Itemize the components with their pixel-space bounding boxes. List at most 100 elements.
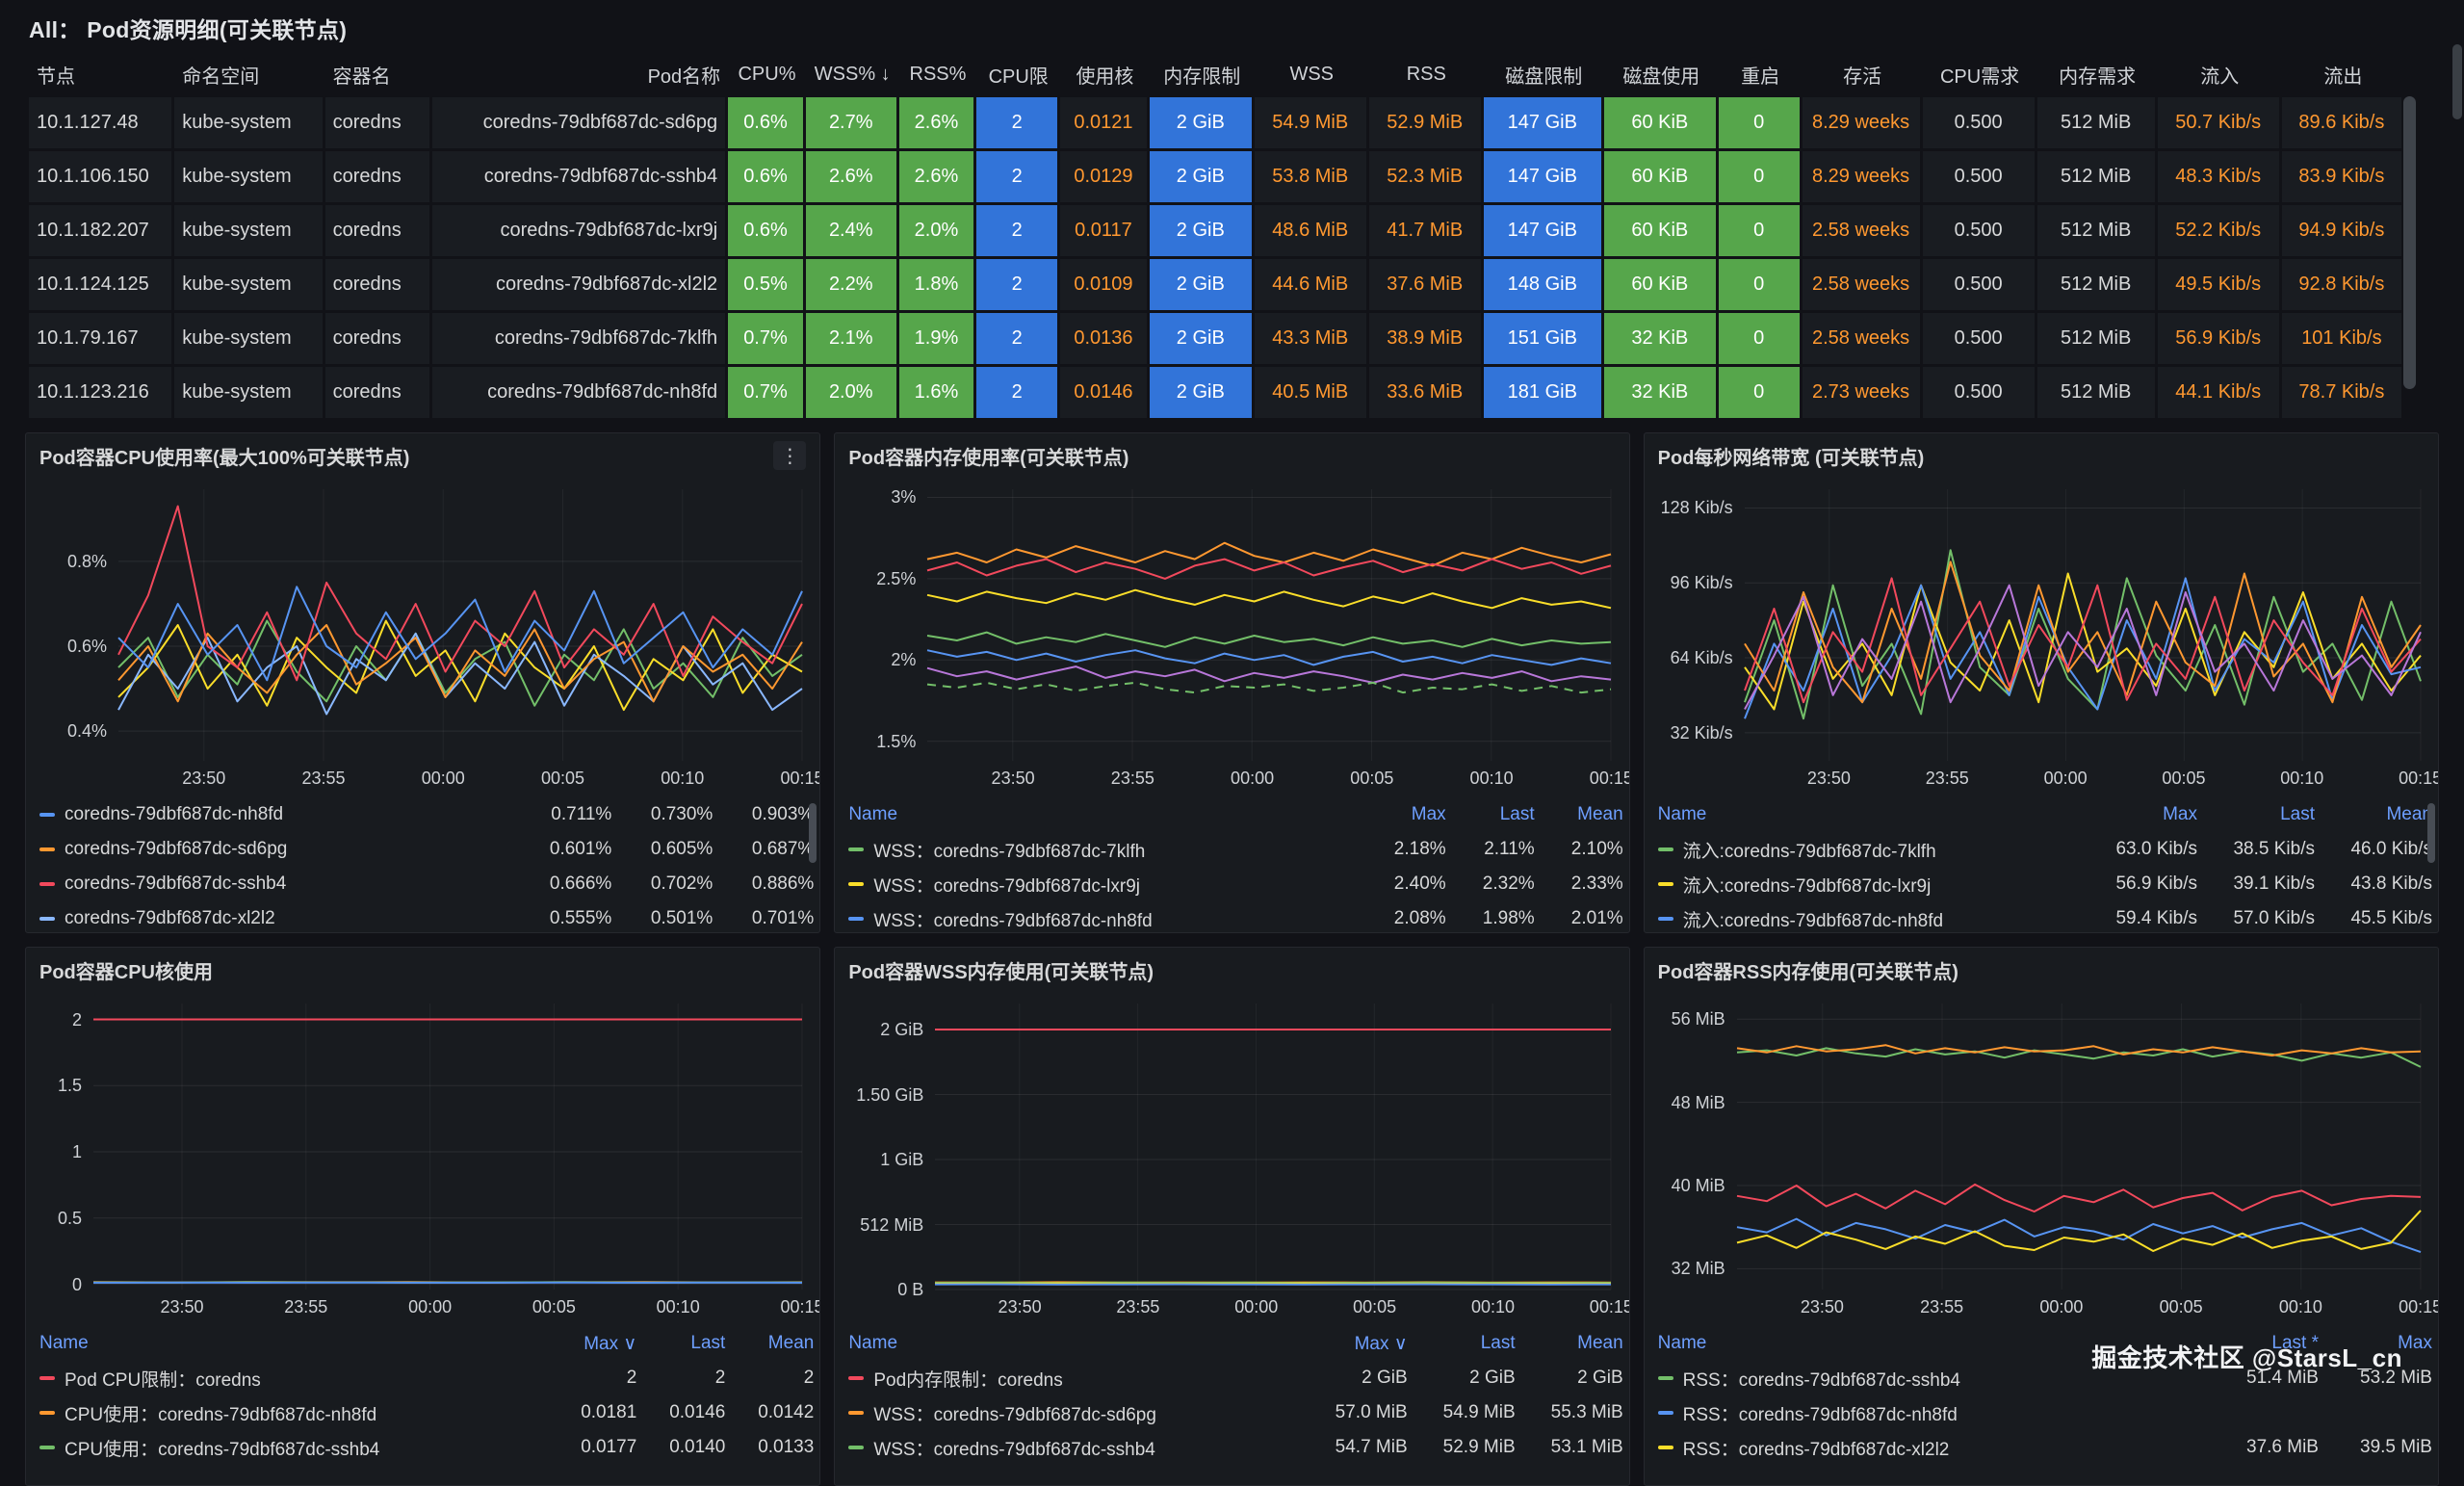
cell: coredns [325, 313, 432, 364]
cell: 0.500 [1923, 367, 2037, 418]
legend-label[interactable]: WSS：coredns-79dbf687dc-sd6pg [873, 1400, 1156, 1426]
legend-label[interactable]: coredns-79dbf687dc-nh8fd [65, 804, 283, 825]
y-axis-label: 32 Kib/s [1645, 722, 1733, 743]
cell-link[interactable]: 10.1.123.216 [29, 367, 174, 418]
legend-label[interactable]: 流入:coredns-79dbf687dc-lxr9j [1683, 872, 1932, 898]
column-header[interactable]: 磁盘使用 [1604, 55, 1719, 94]
column-header[interactable]: Pod名称 [432, 55, 729, 94]
page-scrollbar[interactable] [2452, 44, 2462, 119]
column-header[interactable]: 命名空间 [174, 55, 324, 94]
legend-header-col[interactable]: Mean [1535, 804, 1623, 825]
legend-header-col[interactable]: Max [2080, 804, 2197, 825]
legend-label[interactable]: CPU使用：coredns-79dbf687dc-sshb4 [65, 1435, 379, 1461]
cell-link[interactable]: coredns-79dbf687dc-7klfh [432, 313, 729, 364]
legend-header-name[interactable]: Name [1658, 804, 1707, 825]
column-header[interactable]: RSS [1369, 55, 1484, 94]
legend-header-name[interactable]: Name [848, 804, 897, 825]
column-header[interactable]: CPU限 [976, 55, 1060, 94]
column-header[interactable]: WSS% ↓ [806, 55, 899, 94]
legend-header-col[interactable]: Max [1358, 804, 1446, 825]
column-header[interactable]: 内存限制 [1150, 55, 1255, 94]
legend-label[interactable]: RSS：coredns-79dbf687dc-xl2l2 [1683, 1435, 1950, 1461]
legend-label[interactable]: WSS：coredns-79dbf687dc-7klfh [873, 837, 1145, 863]
cell: 147 GiB [1484, 97, 1604, 148]
column-header[interactable]: WSS [1255, 55, 1369, 94]
x-axis-label: 00:10 [661, 769, 704, 789]
legend-label[interactable]: WSS：coredns-79dbf687dc-nh8fd [873, 906, 1152, 932]
panel-title[interactable]: Pod容器CPU核使用 [39, 956, 213, 984]
column-header[interactable]: 节点 [29, 55, 174, 94]
legend-label[interactable]: WSS：coredns-79dbf687dc-lxr9j [873, 872, 1140, 898]
column-header[interactable]: 重启 [1719, 55, 1803, 94]
legend-header-col[interactable]: Last [1408, 1333, 1516, 1354]
panel-title[interactable]: Pod容器CPU使用率(最大100%可关联节点) [39, 442, 409, 470]
column-header[interactable]: 内存需求 [2037, 55, 2158, 94]
table-scrollbar[interactable] [2403, 96, 2416, 389]
legend-label[interactable]: Pod内存限制：coredns [873, 1366, 1062, 1392]
column-header[interactable]: 流入 [2158, 55, 2282, 94]
panel-title[interactable]: Pod每秒网络带宽 (可关联节点) [1658, 442, 1925, 470]
panel-title[interactable]: Pod容器内存使用率(可关联节点) [848, 442, 1128, 470]
legend-header-name[interactable]: Name [1658, 1333, 1707, 1354]
legend-header-col[interactable]: Max ∨ [548, 1333, 636, 1355]
legend-label[interactable]: coredns-79dbf687dc-sd6pg [65, 839, 287, 860]
y-axis-label: 2 GiB [835, 1019, 923, 1040]
column-header[interactable]: 磁盘限制 [1484, 55, 1604, 94]
cell-link[interactable]: 10.1.106.150 [29, 151, 174, 202]
legend-label[interactable]: 流入:coredns-79dbf687dc-nh8fd [1683, 906, 1943, 932]
legend-scrollbar[interactable] [809, 803, 817, 863]
column-header[interactable]: CPU% [728, 55, 806, 94]
legend-value: 2 [636, 1368, 725, 1389]
panel-title[interactable]: Pod容器WSS内存使用(可关联节点) [848, 956, 1154, 984]
legend-label[interactable]: WSS：coredns-79dbf687dc-sshb4 [873, 1435, 1155, 1461]
legend-header-col[interactable]: Last [636, 1333, 725, 1354]
cell-link[interactable]: coredns-79dbf687dc-sshb4 [432, 151, 729, 202]
legend-label[interactable]: RSS：coredns-79dbf687dc-nh8fd [1683, 1400, 1958, 1426]
column-header[interactable]: 使用核 [1060, 55, 1150, 94]
legend-label[interactable]: coredns-79dbf687dc-xl2l2 [65, 908, 275, 929]
cell-link[interactable]: 10.1.124.125 [29, 259, 174, 310]
legend-header-col[interactable]: Mean [1516, 1333, 1623, 1354]
column-header[interactable]: RSS% [899, 55, 977, 94]
cell-link[interactable]: coredns-79dbf687dc-lxr9j [432, 205, 729, 256]
column-header[interactable]: CPU需求 [1923, 55, 2037, 94]
legend-header-name[interactable]: Name [39, 1333, 89, 1354]
cell-link[interactable]: coredns-79dbf687dc-sd6pg [432, 97, 729, 148]
cell-link[interactable]: 10.1.182.207 [29, 205, 174, 256]
cell: 50.7 Kib/s [2158, 97, 2282, 148]
legend-header-name[interactable]: Name [848, 1333, 897, 1354]
cell: 0 [1719, 259, 1803, 310]
legend-header-col[interactable]: Last [1446, 804, 1535, 825]
panel-title[interactable]: Pod容器RSS内存使用(可关联节点) [1658, 956, 1958, 984]
legend-value: 54.7 MiB [1300, 1437, 1408, 1458]
legend-scrollbar[interactable] [2427, 803, 2435, 863]
column-header[interactable]: 容器名 [325, 55, 432, 94]
cell-link[interactable]: coredns-79dbf687dc-nh8fd [432, 367, 729, 418]
legend-label[interactable]: 流入:coredns-79dbf687dc-7klfh [1683, 837, 1936, 863]
cell-link[interactable]: 10.1.127.48 [29, 97, 174, 148]
legend-header-col[interactable]: Max ∨ [1300, 1333, 1408, 1355]
cell: 0.6% [728, 151, 806, 202]
legend-label[interactable]: RSS：coredns-79dbf687dc-sshb4 [1683, 1366, 1960, 1392]
legend-header-col[interactable]: Last [2197, 804, 2315, 825]
column-header[interactable]: 存活 [1803, 55, 1923, 94]
legend-header-col[interactable]: Mean [725, 1333, 814, 1354]
legend-label[interactable]: Pod CPU限制：coredns [65, 1366, 261, 1392]
panel-menu-icon[interactable]: ⋮ [773, 441, 806, 470]
column-header[interactable]: 流出 [2282, 55, 2404, 94]
cell-link[interactable]: 10.1.79.167 [29, 313, 174, 364]
cell-link[interactable]: coredns-79dbf687dc-xl2l2 [432, 259, 729, 310]
legend-label[interactable]: CPU使用：coredns-79dbf687dc-nh8fd [65, 1400, 376, 1426]
legend-header-col[interactable]: Mean [2315, 804, 2432, 825]
legend-label[interactable]: coredns-79dbf687dc-sshb4 [65, 873, 286, 895]
